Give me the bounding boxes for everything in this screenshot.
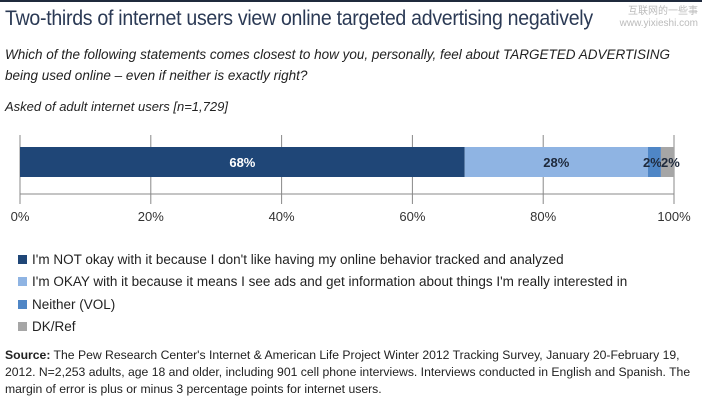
- bar-segment: [464, 147, 648, 177]
- tick-label: 20%: [138, 209, 164, 224]
- legend-swatch: [18, 299, 27, 309]
- legend-swatch: [18, 277, 27, 287]
- chart-title: Two-thirds of internet users view online…: [5, 7, 593, 30]
- bar-segment: [647, 147, 661, 177]
- legend-item: Neither (VOL): [18, 293, 627, 316]
- chart-subtitle: Which of the following statements comes …: [5, 47, 671, 83]
- chart-note: Asked of adult internet users [n=1,729]: [5, 99, 228, 114]
- legend-label: I'm NOT okay with it because I don't lik…: [32, 251, 564, 267]
- legend-label: DK/Ref: [32, 319, 76, 335]
- legend-item: DK/Ref: [18, 316, 627, 339]
- data-label: 68%: [229, 155, 255, 170]
- source-label: Source:: [5, 348, 51, 362]
- bar-segment: [20, 147, 465, 177]
- legend-swatch: [18, 254, 27, 264]
- legend: I'm NOT okay with it because I don't lik…: [18, 248, 627, 338]
- data-label: 2%: [661, 155, 680, 170]
- watermark: 互联网的一些事 www.yixieshi.com: [620, 6, 698, 30]
- tick-label: 40%: [269, 209, 295, 224]
- source-note: Source: The Pew Research Center's Intern…: [5, 347, 700, 398]
- legend-item: I'm NOT okay with it because I don't lik…: [18, 248, 627, 271]
- legend-label: I'm OKAY with it because it means I see …: [32, 274, 628, 290]
- legend-item: I'm OKAY with it because it means I see …: [18, 271, 627, 294]
- watermark-line: www.yixieshi.com: [619, 18, 698, 29]
- legend-swatch: [18, 322, 27, 332]
- plot-area: 0% 20% 40% 60% 80% 100% 68% 28% 2% 2%: [11, 135, 691, 224]
- watermark-line: 互联网的一些事: [628, 6, 698, 17]
- tick-label: 100%: [657, 209, 691, 224]
- bar-segment: [660, 147, 674, 177]
- data-label: 2%: [643, 155, 662, 170]
- data-label: 28%: [543, 155, 569, 170]
- tick-label: 0%: [11, 209, 30, 224]
- source-text: The Pew Research Center's Internet & Ame…: [5, 348, 691, 396]
- tick-label: 80%: [530, 209, 556, 224]
- tick-label: 60%: [399, 209, 425, 224]
- legend-label: Neither (VOL): [32, 296, 116, 312]
